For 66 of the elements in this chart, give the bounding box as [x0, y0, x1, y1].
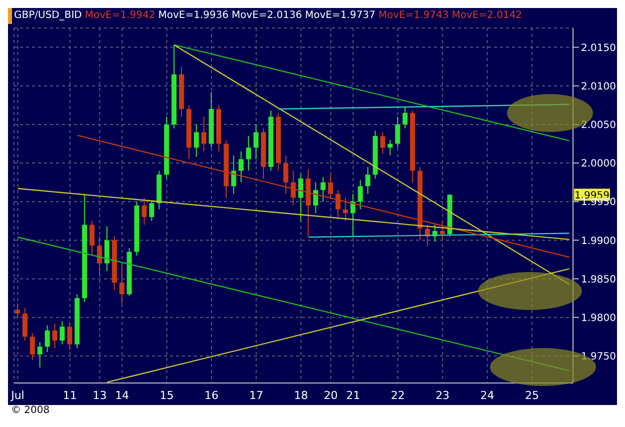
candlestick: [320, 176, 326, 202]
x-tick-label: 11: [62, 388, 77, 402]
candlestick: [90, 220, 95, 256]
candlestick: [15, 303, 20, 318]
x-tick-label: 13: [92, 388, 107, 402]
y-tick-label: 1.9800: [581, 312, 616, 324]
candlestick: [358, 180, 363, 210]
candlestick: [380, 132, 386, 154]
x-tick-label: 25: [525, 388, 540, 402]
candlestick: [30, 332, 35, 360]
candlestick: [60, 320, 65, 345]
candlestick: [313, 182, 318, 214]
candlestick: [298, 174, 304, 222]
y-tick-label: 1.9750: [581, 352, 616, 363]
chart-title: GBP/USD_BID: [14, 10, 82, 21]
x-tick-label: 20: [324, 388, 338, 402]
text: MovE=2.0142: [452, 10, 522, 21]
text: MovE=1.9743: [378, 10, 449, 21]
x-tick-label: Jul: [10, 388, 24, 402]
candlestick: [37, 342, 42, 368]
candlestick: [440, 220, 445, 241]
text: © 2008: [8, 405, 617, 419]
y-tick-label: 1.9950: [581, 197, 616, 208]
candlestick: [328, 174, 334, 198]
text: MovE=1.9936: [158, 10, 229, 21]
y-tick-label: 2.0050: [581, 120, 616, 132]
candlestick: [335, 190, 340, 218]
y-tick-label: 1.9850: [581, 274, 616, 286]
x-tick-label: 15: [160, 388, 174, 402]
candlestick: [424, 224, 430, 247]
candlestick: [402, 106, 408, 129]
candlestick: [149, 200, 154, 222]
candlestick: [96, 236, 102, 276]
candlestick: [22, 308, 28, 342]
candlestick: [246, 136, 252, 172]
y-tick-label: 2.0000: [581, 158, 616, 170]
candlestick: [388, 139, 393, 156]
text: MovE=1.9942: [84, 10, 156, 21]
candlestick: [395, 116, 400, 148]
x-tick-label: 17: [249, 388, 264, 402]
x-tick-label: 16: [204, 388, 219, 402]
candlestick: [119, 262, 124, 304]
x-tick-label: 23: [436, 388, 450, 402]
y-tick-label: 1.9900: [581, 236, 616, 247]
x-tick-label: 21: [346, 388, 360, 402]
candlestick: [283, 154, 288, 194]
x-tick-label: 18: [294, 388, 308, 402]
candlestick: [201, 116, 206, 152]
candlestick: [238, 150, 244, 183]
x-tick-label: 14: [115, 388, 130, 402]
x-tick-label: 22: [390, 388, 405, 402]
y-tick-label: 2.0150: [581, 42, 616, 54]
text: MovE=2.0136: [232, 10, 302, 21]
candlestick: [142, 197, 147, 226]
candlestick: [342, 197, 348, 222]
candlestick: [44, 324, 50, 353]
candlestick: [365, 166, 370, 194]
x-tick-label: 24: [480, 388, 494, 402]
candlestick: [194, 124, 199, 158]
candlestick: [104, 226, 110, 272]
candlestick: [52, 323, 58, 349]
candlestick: [254, 124, 259, 160]
candlestick: [67, 322, 72, 350]
y-tick-label: 2.0100: [581, 81, 616, 92]
candlestick: [290, 170, 296, 206]
text: MovE=1.9737: [304, 10, 376, 21]
